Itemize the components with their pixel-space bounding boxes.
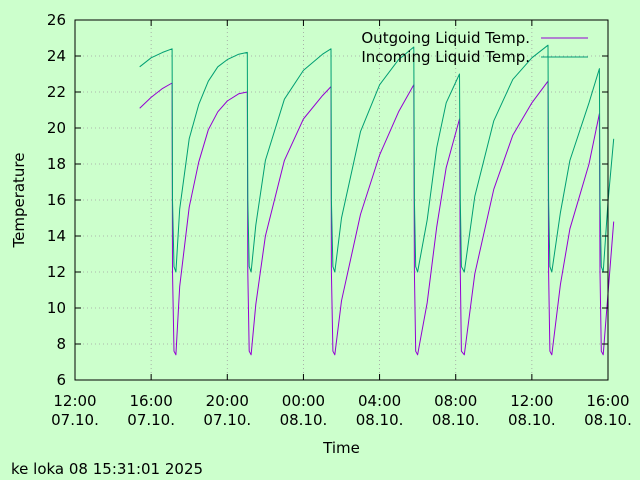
y-tick-label: 12 bbox=[47, 263, 66, 281]
y-tick-label: 14 bbox=[47, 227, 66, 245]
y-tick-label: 26 bbox=[47, 11, 66, 29]
y-tick-label: 10 bbox=[47, 299, 66, 317]
x-axis-label: Time bbox=[322, 439, 360, 457]
legend-label: Outgoing Liquid Temp. bbox=[361, 29, 530, 47]
x-tick-label-time: 04:00 bbox=[358, 392, 401, 410]
series-line-incoming bbox=[139, 44, 615, 273]
x-tick-label-time: 00:00 bbox=[282, 392, 325, 410]
x-tick-label-time: 20:00 bbox=[206, 392, 249, 410]
x-tick-label-date: 07.10. bbox=[127, 411, 175, 429]
plot-frame bbox=[74, 19, 609, 381]
x-tick-label-time: 16:00 bbox=[130, 392, 173, 410]
x-tick-label-time: 16:00 bbox=[586, 392, 629, 410]
x-tick-label-time: 12:00 bbox=[53, 392, 96, 410]
legend: Outgoing Liquid Temp.Incoming Liquid Tem… bbox=[361, 29, 588, 66]
y-tick-label: 6 bbox=[56, 371, 66, 389]
y-tick-label: 20 bbox=[47, 119, 66, 137]
y-tick-label: 24 bbox=[47, 47, 66, 65]
legend-label: Incoming Liquid Temp. bbox=[361, 48, 530, 66]
generated-timestamp: ke loka 08 15:31:01 2025 bbox=[11, 460, 204, 478]
y-axis-label: Temperature bbox=[10, 152, 28, 248]
y-tick-label: 18 bbox=[47, 155, 66, 173]
x-tick-label-date: 08.10. bbox=[280, 411, 328, 429]
x-tick-label-date: 08.10. bbox=[356, 411, 404, 429]
x-tick-label-date: 08.10. bbox=[508, 411, 556, 429]
y-tick-label: 22 bbox=[47, 83, 66, 101]
y-tick-label: 8 bbox=[56, 335, 66, 353]
series-line-outgoing bbox=[139, 80, 615, 356]
x-tick-label-time: 12:00 bbox=[510, 392, 553, 410]
grid-lines bbox=[75, 20, 608, 380]
x-tick-label-date: 07.10. bbox=[203, 411, 251, 429]
x-tick-label-date: 08.10. bbox=[584, 411, 632, 429]
x-tick-label-time: 08:00 bbox=[434, 392, 477, 410]
x-tick-label-date: 07.10. bbox=[51, 411, 99, 429]
x-tick-label-date: 08.10. bbox=[432, 411, 480, 429]
y-tick-label: 16 bbox=[47, 191, 66, 209]
